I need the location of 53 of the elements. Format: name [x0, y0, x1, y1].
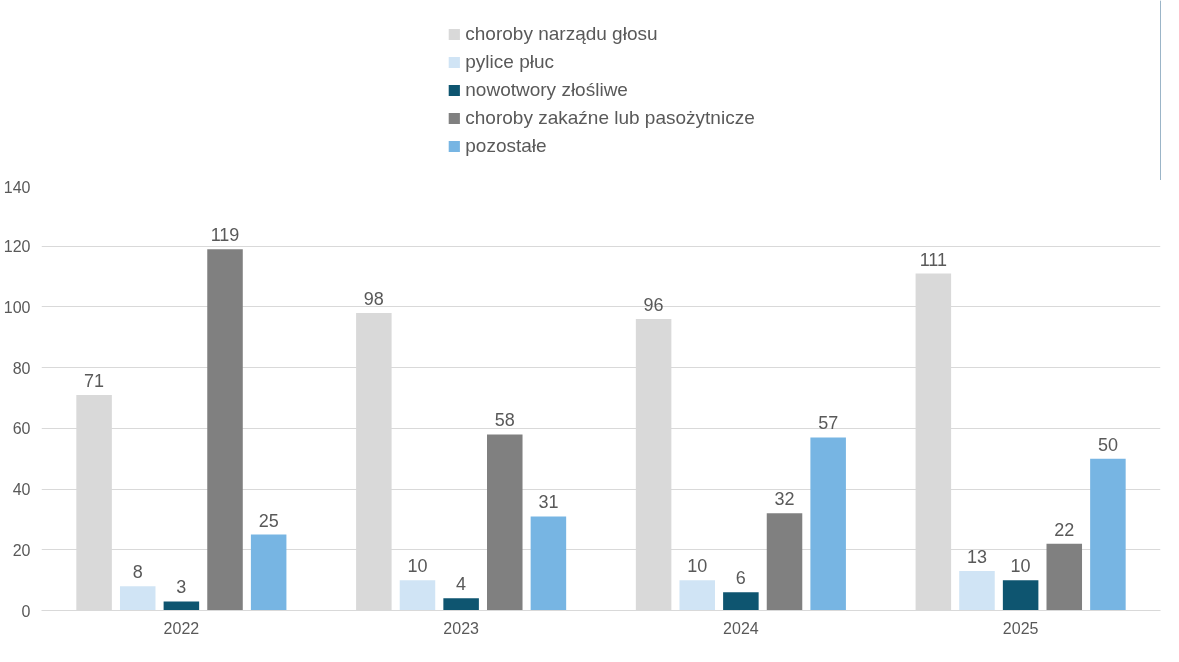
legend-label: pozostałe: [465, 135, 547, 157]
legend-label: choroby narządu głosu: [465, 23, 658, 45]
bar: [487, 434, 523, 611]
bar: [119, 586, 156, 611]
data-label: 13: [966, 547, 987, 568]
bar: [163, 601, 200, 611]
legend-label: choroby zakaźne lub pasożytnicze: [465, 107, 755, 129]
data-label: 6: [735, 568, 746, 589]
bar: [399, 580, 436, 611]
bar: [723, 592, 759, 611]
data-label: 10: [1010, 556, 1031, 577]
legend-label: pylice płuc: [465, 51, 555, 73]
data-label: 50: [1097, 434, 1118, 455]
data-label: 32: [774, 489, 795, 510]
y-tick-label: 20: [12, 541, 31, 559]
y-tick-label: 100: [3, 298, 31, 316]
x-tick-label: 2023: [443, 619, 480, 637]
data-label: 57: [818, 413, 839, 434]
bar: [1046, 543, 1083, 611]
data-label: 71: [84, 370, 105, 391]
bar: [1090, 458, 1126, 611]
data-label: 31: [538, 492, 559, 513]
y-tick-label: 60: [12, 420, 31, 438]
bar: [250, 534, 287, 611]
bar: [443, 598, 479, 611]
data-label: 8: [132, 562, 143, 583]
y-tick-label: 0: [21, 602, 31, 620]
y-tick-label: 140: [3, 178, 31, 196]
bar: [1002, 580, 1039, 611]
data-label: 10: [407, 556, 428, 577]
y-tick-label: 120: [3, 238, 31, 256]
data-label: 10: [687, 556, 708, 577]
x-tick-label: 2024: [723, 619, 759, 637]
data-label: 98: [363, 289, 384, 309]
data-label: 119: [210, 225, 240, 246]
legend-label: nowotwory złośliwe: [465, 79, 628, 101]
data-label: 25: [258, 510, 279, 531]
data-label: 3: [176, 577, 187, 598]
data-label: 96: [643, 295, 664, 316]
bar: [530, 516, 567, 611]
data-label: 4: [456, 574, 467, 595]
y-tick-label: 80: [12, 359, 31, 377]
x-tick-label: 2022: [163, 619, 200, 637]
bar: [766, 513, 803, 611]
bar: [679, 580, 715, 611]
data-label: 58: [494, 410, 515, 431]
bar: [810, 437, 846, 611]
y-tick-label: 40: [12, 481, 31, 499]
data-label: 111: [919, 249, 948, 270]
bar: [207, 249, 243, 611]
data-label: 22: [1054, 519, 1075, 540]
x-tick-label: 2025: [1002, 619, 1039, 637]
bar: [959, 571, 995, 611]
